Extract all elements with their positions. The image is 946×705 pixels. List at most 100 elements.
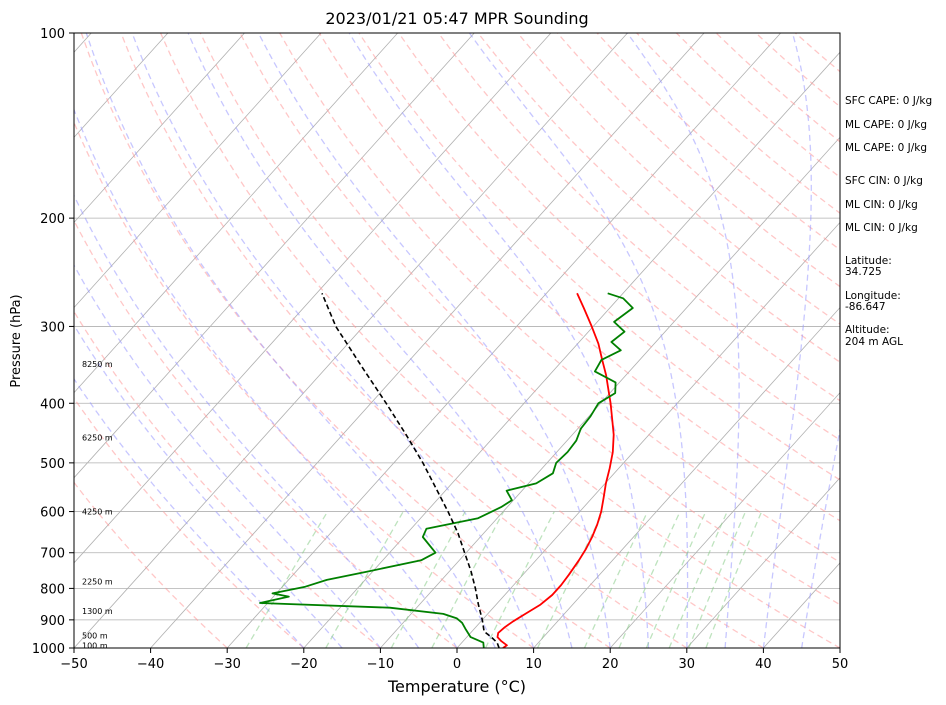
- isotherm: [686, 477, 840, 648]
- isotherm: [226, 33, 781, 648]
- moist-adiabat: [131, 33, 535, 648]
- height-label: 4250 m: [82, 508, 113, 517]
- dry-adiabat: [74, 120, 534, 648]
- annotation-text: Altitude:: [845, 324, 890, 336]
- isotherm: [74, 33, 398, 394]
- annotation-text: ML CIN: 0 J/kg: [845, 199, 918, 211]
- height-label: 2250 m: [82, 578, 113, 587]
- x-tick-label: −10: [367, 657, 394, 672]
- x-tick-label: −40: [137, 657, 164, 672]
- dry-adiabat: [437, 33, 840, 402]
- x-axis-label: Temperature (°C): [387, 677, 526, 696]
- x-tick-label: 30: [679, 657, 696, 672]
- x-tick-label: −50: [60, 657, 87, 672]
- x-tick-label: 10: [525, 657, 542, 672]
- y-tick-label: 600: [40, 506, 65, 521]
- mixing-ratio-line: [583, 511, 649, 648]
- x-tick-label: 50: [832, 657, 849, 672]
- mixing-ratio-line: [688, 511, 747, 648]
- moist-adiabat: [85, 33, 496, 648]
- annotation-text: ML CIN: 0 J/kg: [845, 222, 918, 234]
- y-tick-label: 100: [40, 27, 65, 42]
- y-tick-label: 400: [40, 397, 65, 412]
- mixing-ratio-line: [390, 511, 466, 648]
- isotherm: [74, 33, 552, 564]
- isotherm: [74, 33, 475, 479]
- sounding-series: [259, 292, 634, 648]
- moist-adiabat: [468, 33, 689, 648]
- dewpoint-line: [259, 292, 634, 648]
- height-label: 100 m: [82, 641, 108, 650]
- annotation-text: 204 m AGL: [845, 336, 903, 348]
- annotation-text: Longitude:: [845, 290, 901, 302]
- plot-frame: [73, 32, 841, 649]
- y-tick-label: 700: [40, 547, 65, 562]
- dry-adiabat: [74, 219, 458, 648]
- height-label: 8250 m: [82, 360, 113, 369]
- temperature-line: [496, 292, 615, 648]
- height-label: 1300 m: [82, 607, 113, 616]
- x-tick-label: −30: [213, 657, 240, 672]
- mixing-ratio-line: [536, 511, 604, 648]
- dry-adiabat: [74, 397, 305, 648]
- annotation-text: ML CAPE: 0 J/kg: [845, 142, 927, 154]
- mixing-ratio-line: [645, 511, 707, 648]
- dry-adiabat: [318, 33, 840, 522]
- mixing-ratio-line: [618, 511, 681, 648]
- dry-adiabat: [80, 33, 611, 648]
- height-label: 500 m: [82, 632, 108, 641]
- moist-adiabat: [187, 33, 573, 648]
- parcel-path-line: [321, 292, 500, 648]
- annotation-text: SFC CAPE: 0 J/kg: [845, 95, 932, 107]
- dry-adiabat: [74, 481, 228, 648]
- isotherm: [74, 33, 169, 138]
- isotherm: [74, 33, 245, 224]
- y-tick-label: 1000: [32, 642, 65, 657]
- background-grid: [74, 32, 840, 649]
- dry-adiabat: [477, 33, 840, 363]
- x-axis-ticks: −50 −40 −30 −20 −10 0 10 20 30 40 50: [60, 648, 848, 672]
- y-tick-label: 500: [40, 457, 65, 472]
- mixing-ratio-line: [325, 511, 404, 648]
- sounding-annotations: SFC CAPE: 0 J/kg ML CAPE: 0 J/kg ML CAPE: …: [845, 95, 932, 348]
- moist-adiabat: [74, 194, 420, 648]
- y-tick-label: 800: [40, 582, 65, 597]
- mixing-ratio-line: [668, 511, 728, 648]
- dry-adiabat: [120, 33, 688, 648]
- annotation-text: SFC CIN: 0 J/kg: [845, 175, 923, 187]
- x-tick-label: 20: [602, 657, 619, 672]
- y-axis-ticks: 1000 900 800 700 600 500 400 300 200 100: [32, 27, 74, 657]
- dry-adiabat: [199, 33, 840, 648]
- moist-adiabat: [801, 426, 840, 648]
- moist-adiabats: [74, 33, 840, 648]
- annotation-text: Latitude:: [845, 255, 892, 267]
- moist-adiabat: [626, 33, 740, 648]
- moist-adiabat: [257, 33, 611, 648]
- y-tick-label: 900: [40, 614, 65, 629]
- isotherm: [456, 221, 840, 648]
- moist-adiabat: [74, 108, 458, 648]
- y-tick-label: 300: [40, 320, 65, 335]
- dry-adiabats: [74, 33, 840, 648]
- annotation-text: ML CAPE: 0 J/kg: [845, 119, 927, 131]
- x-tick-label: 40: [755, 657, 772, 672]
- mixing-ratio-lines: [245, 511, 763, 648]
- isotherm: [533, 306, 840, 648]
- moist-adiabat: [348, 33, 650, 648]
- mixing-ratio-line: [431, 511, 505, 648]
- dry-adiabat: [74, 310, 381, 648]
- dry-adiabat: [160, 33, 764, 648]
- isotherm: [609, 392, 840, 648]
- moist-adiabat: [74, 264, 381, 648]
- moist-adiabat: [762, 33, 812, 648]
- height-label: 6250 m: [82, 434, 113, 443]
- isotherm: [150, 33, 705, 648]
- y-tick-label: 200: [40, 212, 65, 227]
- x-tick-label: −20: [290, 657, 317, 672]
- y-axis-label: Pressure (hPa): [9, 294, 24, 387]
- mixing-ratio-line: [245, 511, 329, 648]
- isotherms: [74, 33, 840, 648]
- dry-adiabat: [517, 33, 840, 325]
